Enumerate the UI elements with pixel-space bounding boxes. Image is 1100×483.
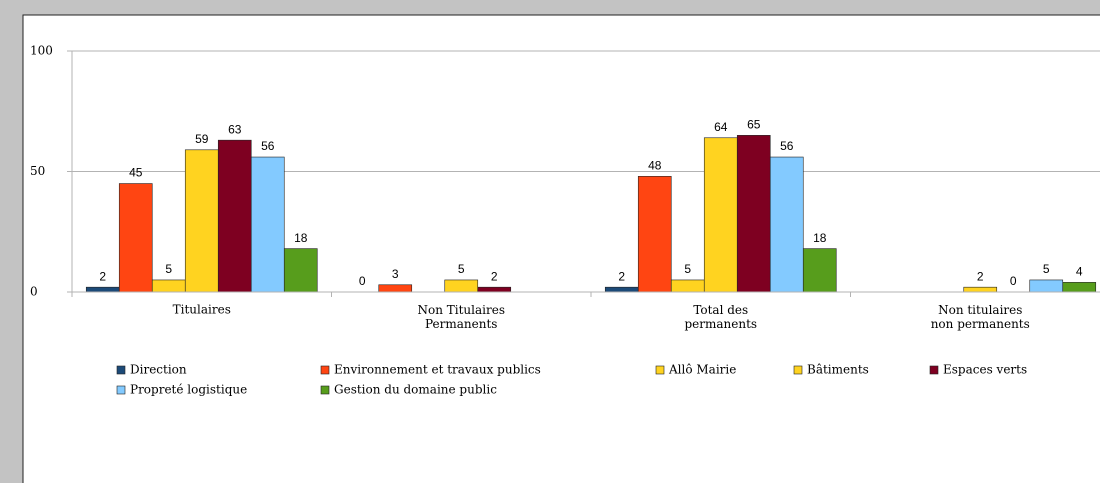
bar (1062, 282, 1097, 293)
value-label: 48 (648, 158, 662, 172)
value-label: 64 (714, 120, 728, 134)
bar (604, 286, 639, 293)
y-tick-label: 50 (30, 164, 45, 178)
bar (378, 284, 413, 293)
value-label: 45 (129, 166, 143, 180)
value-label: 18 (813, 231, 827, 245)
value-label: 59 (195, 132, 209, 146)
value-label: 4 (1076, 265, 1083, 279)
bar (802, 248, 837, 293)
chart-panel (22, 14, 1100, 483)
value-label: 5 (684, 262, 691, 276)
legend-label: Allô Mairie (668, 363, 736, 377)
y-tick-label: 0 (30, 285, 38, 299)
value-label: 0 (1010, 274, 1017, 288)
legend-label: Bâtiments (807, 363, 869, 377)
legend-swatch (793, 365, 803, 375)
legend-swatch (655, 365, 665, 375)
bar (217, 139, 252, 293)
bar (1029, 279, 1064, 293)
bar (444, 279, 479, 293)
bar (670, 279, 705, 293)
legend-label: Espaces verts (943, 363, 1027, 377)
bar (963, 286, 998, 293)
value-label: 2 (491, 269, 498, 283)
legend-label: Propreté logistique (130, 383, 247, 397)
legend-label: Direction (130, 363, 187, 377)
value-label: 2 (99, 269, 106, 283)
bar (477, 286, 512, 293)
value-label: 5 (165, 262, 172, 276)
legend-swatch (116, 385, 126, 395)
bar (250, 156, 285, 293)
bar (736, 135, 771, 293)
bar (769, 156, 804, 293)
x-tick-label: Total des permanents (684, 303, 757, 331)
x-tick-label: Titulaires (173, 303, 231, 317)
value-label: 56 (261, 139, 275, 153)
legend-label: Environnement et travaux publics (334, 363, 541, 377)
x-tick-label: Non titulaires non permanents (931, 303, 1030, 331)
value-label: 2 (977, 269, 984, 283)
value-label: 18 (294, 231, 308, 245)
bar (184, 149, 219, 293)
value-label: 5 (458, 262, 465, 276)
y-tick-label: 100 (30, 44, 53, 58)
legend-swatch (929, 365, 939, 375)
value-label: 56 (780, 139, 794, 153)
value-label: 3 (392, 267, 399, 281)
bar (283, 248, 318, 293)
value-label: 63 (228, 122, 242, 136)
legend-swatch (320, 365, 330, 375)
value-label: 5 (1043, 262, 1050, 276)
bar (118, 183, 153, 293)
bar (637, 176, 672, 293)
bar (703, 137, 738, 293)
value-label: 65 (747, 118, 761, 132)
bar (85, 286, 120, 293)
legend-label: Gestion du domaine public (334, 383, 497, 397)
x-tick-label: Non Titulaires Permanents (418, 303, 506, 331)
legend-swatch (320, 385, 330, 395)
legend-swatch (116, 365, 126, 375)
value-label: 2 (618, 269, 625, 283)
bar (151, 279, 186, 293)
value-label: 0 (359, 274, 366, 288)
